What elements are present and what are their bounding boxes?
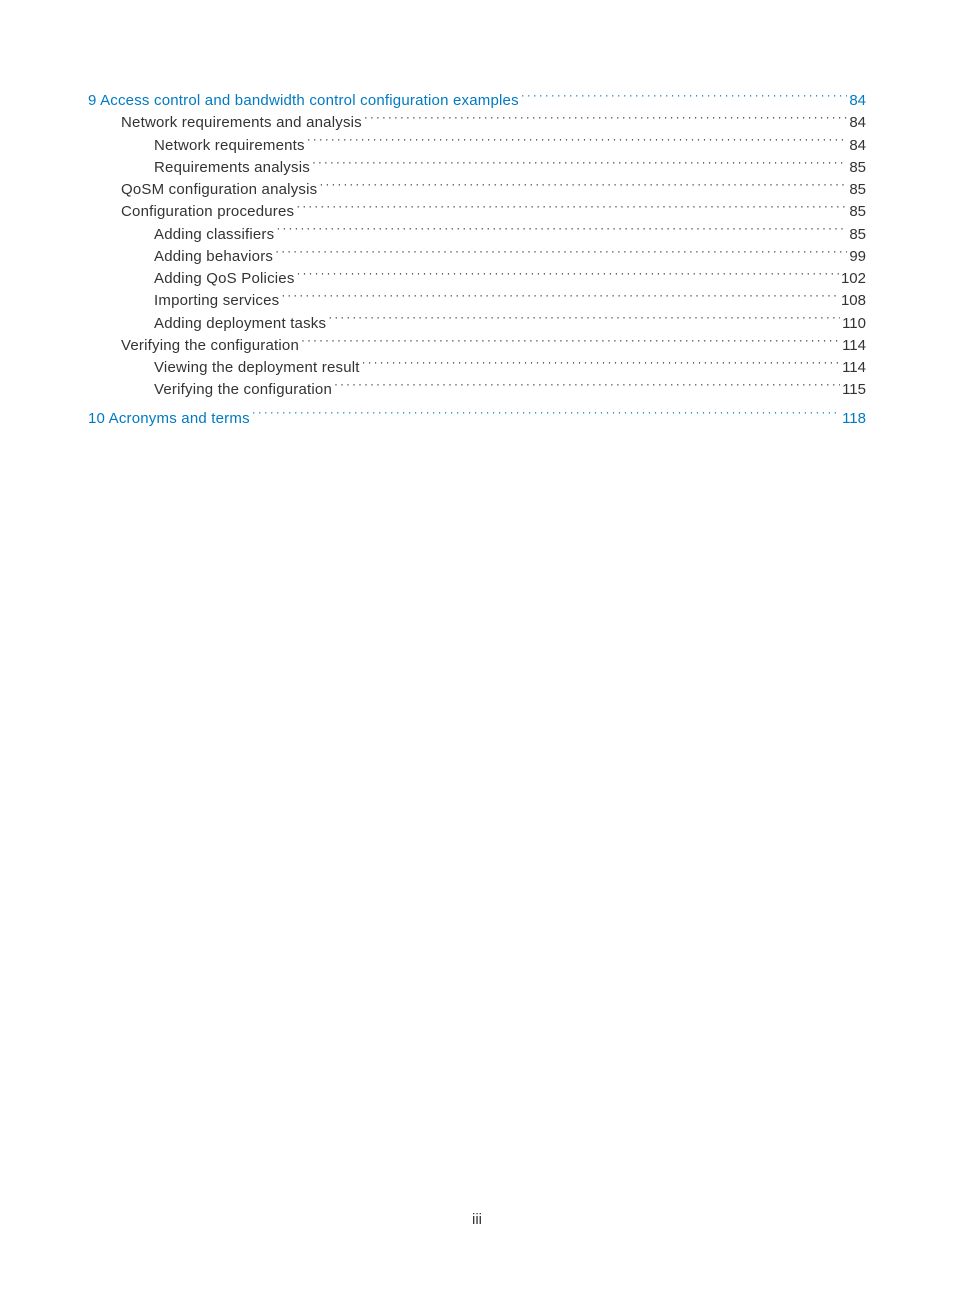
- toc-entry-page: 110: [842, 314, 866, 334]
- toc-entry: Verifying the configuration 114: [121, 335, 866, 356]
- toc-entry-page: 99: [849, 247, 866, 267]
- document-page: 9 Access control and bandwidth control c…: [0, 0, 954, 1296]
- toc-entry-page: 114: [842, 336, 866, 356]
- toc-entry[interactable]: 9 Access control and bandwidth control c…: [88, 90, 866, 111]
- toc-leader-dots: [297, 268, 839, 283]
- toc-entry: Verifying the configuration 115: [154, 379, 866, 400]
- toc-entry-title: Adding classifiers: [154, 225, 274, 245]
- toc-entry-page: 118: [842, 409, 866, 429]
- toc-entry: Network requirements 84: [154, 135, 866, 156]
- toc-entry-page: 84: [849, 136, 866, 156]
- toc-leader-dots: [276, 224, 847, 239]
- toc-entry-title: Adding behaviors: [154, 247, 273, 267]
- toc-entry-title: Adding QoS Policies: [154, 269, 295, 289]
- toc-entry: Network requirements and analysis 84: [121, 112, 866, 133]
- toc-entry-title[interactable]: 10 Acronyms and terms: [88, 409, 250, 429]
- toc-entry: Viewing the deployment result 114: [154, 357, 866, 378]
- toc-entry-page: 114: [842, 358, 866, 378]
- toc-entry-title: Importing services: [154, 291, 279, 311]
- toc-entry-page: 84: [849, 91, 866, 111]
- toc-leader-dots: [521, 90, 848, 105]
- toc-entry-page: 85: [849, 225, 866, 245]
- toc-entry-title: Configuration procedures: [121, 202, 294, 222]
- toc-leader-dots: [362, 357, 840, 372]
- toc-leader-dots: [312, 157, 847, 172]
- toc-leader-dots: [296, 201, 847, 216]
- toc-entry-title: Network requirements and analysis: [121, 113, 362, 133]
- toc-entry: Adding QoS Policies 102: [154, 268, 866, 289]
- toc-entry: Importing services 108: [154, 290, 866, 311]
- toc-entry: Adding behaviors 99: [154, 246, 866, 267]
- toc-entry-page: 85: [849, 158, 866, 178]
- toc-entry: QoSM configuration analysis 85: [121, 179, 866, 200]
- toc-leader-dots: [334, 379, 840, 394]
- toc-entry-title: Verifying the configuration: [154, 380, 332, 400]
- toc-entry-page: 102: [841, 269, 866, 289]
- toc-leader-dots: [364, 112, 847, 127]
- toc-entry: Adding classifiers 85: [154, 224, 866, 245]
- toc-entry-title: Viewing the deployment result: [154, 358, 360, 378]
- toc-entry: Adding deployment tasks 110: [154, 313, 866, 334]
- table-of-contents: 9 Access control and bandwidth control c…: [88, 90, 866, 429]
- toc-entry-page: 108: [841, 291, 866, 311]
- toc-entry[interactable]: 10 Acronyms and terms 118: [88, 408, 866, 429]
- toc-entry-page: 85: [849, 202, 866, 222]
- toc-leader-dots: [252, 408, 840, 423]
- toc-leader-dots: [301, 335, 840, 350]
- toc-entry-page: 115: [842, 380, 866, 400]
- toc-entry-title: QoSM configuration analysis: [121, 180, 317, 200]
- toc-leader-dots: [281, 290, 839, 305]
- toc-entry-title: Network requirements: [154, 136, 305, 156]
- toc-entry-title: Requirements analysis: [154, 158, 310, 178]
- toc-entry-page: 84: [849, 113, 866, 133]
- page-number: iii: [0, 1211, 954, 1228]
- toc-entry-title[interactable]: 9 Access control and bandwidth control c…: [88, 91, 519, 111]
- toc-leader-dots: [319, 179, 847, 194]
- toc-leader-dots: [307, 135, 848, 150]
- toc-entry-title: Adding deployment tasks: [154, 314, 326, 334]
- toc-entry-title: Verifying the configuration: [121, 336, 299, 356]
- toc-entry: Configuration procedures 85: [121, 201, 866, 222]
- toc-leader-dots: [328, 313, 840, 328]
- toc-entry: Requirements analysis 85: [154, 157, 866, 178]
- toc-entry-page: 85: [849, 180, 866, 200]
- toc-leader-dots: [275, 246, 847, 261]
